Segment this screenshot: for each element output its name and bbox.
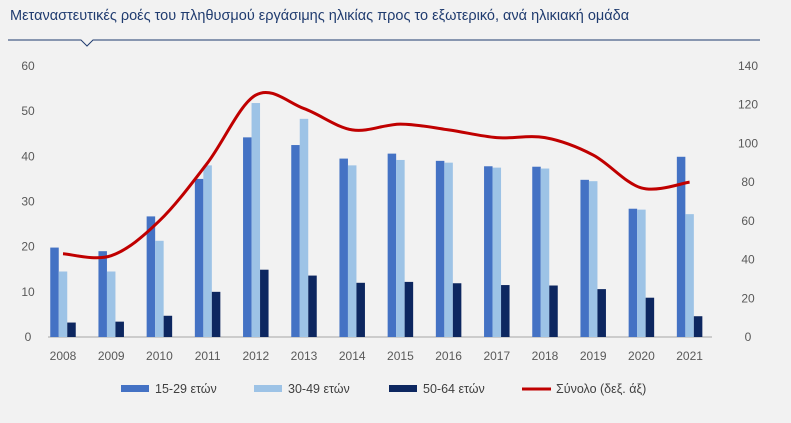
y-left-tick-label: 10 [21,285,35,299]
bar [597,289,606,337]
bar [637,209,646,337]
series-line-total [62,91,690,260]
bar [628,208,638,337]
bar [452,283,462,337]
bar [484,166,493,337]
y-right-tick-label: 20 [741,291,755,305]
legend-label: 15-29 ετών [155,382,217,396]
bar [387,153,397,337]
bar [693,316,703,337]
bar [251,103,261,337]
bar [501,285,510,337]
x-tick-label: 2019 [580,349,607,363]
y-right-tick-label: 80 [741,175,755,189]
y-right-tick-label: 0 [745,330,752,344]
bar [588,181,598,337]
x-tick-label: 2017 [483,349,510,363]
y-left-tick-label: 40 [21,149,35,163]
x-tick-label: 2016 [435,349,462,363]
bar [163,315,173,337]
bar [98,251,107,337]
title-underline [8,39,760,47]
y-right-tick-label: 120 [738,98,758,112]
bar [404,281,414,337]
bar [444,162,453,337]
x-tick-label: 2010 [146,349,173,363]
bar [106,271,116,337]
x-tick-label: 2015 [387,349,414,363]
bar [396,159,405,337]
legend-label: 30-49 ετών [288,382,350,396]
bar [549,285,558,337]
bar [299,118,309,337]
bar [356,282,365,337]
bar [203,165,212,337]
x-tick-label: 2020 [628,349,655,363]
bar [676,156,686,337]
bar [243,137,252,337]
bar [645,297,655,337]
y-right-tick-label: 60 [741,214,755,228]
x-tick-label: 2021 [676,349,703,363]
y-right-tick-label: 40 [741,253,755,267]
bar [211,291,221,337]
legend-swatch [254,385,282,392]
bar [67,322,76,337]
y-left-tick-label: 0 [25,330,32,344]
bar [308,275,317,337]
y-left-tick-label: 30 [21,195,35,209]
legend-swatch [121,385,149,392]
x-tick-label: 2011 [195,349,221,363]
bar [291,145,300,337]
bar [435,160,445,337]
x-tick-label: 2009 [98,349,125,363]
y-right-tick-label: 140 [738,59,758,73]
chart-title: Μεταναστευτικές ροές του πληθυσμού εργάσ… [10,8,630,24]
x-tick-label: 2018 [532,349,559,363]
bar [532,166,541,337]
y-right-tick-label: 100 [738,136,758,150]
bar [685,214,694,337]
bar [155,240,164,337]
x-tick-label: 2008 [50,349,77,363]
legend-swatch [389,385,417,392]
bar [146,216,156,337]
bar [540,168,550,337]
x-tick-label: 2012 [242,349,269,363]
bar [194,178,204,337]
bar [58,271,68,337]
legend-label: Σύνολο (δεξ. άξ) [556,382,646,396]
legend-label: 50-64 ετών [423,382,485,396]
y-left-tick-label: 60 [21,59,35,73]
bar [115,321,124,337]
x-tick-label: 2014 [339,349,366,363]
y-left-tick-label: 20 [21,240,35,254]
x-tick-label: 2013 [291,349,318,363]
bar [260,269,269,337]
bar [347,165,357,337]
bar [492,167,502,337]
bar [339,158,348,337]
bar [580,179,589,337]
bar [50,247,59,337]
y-left-tick-label: 50 [21,104,35,118]
